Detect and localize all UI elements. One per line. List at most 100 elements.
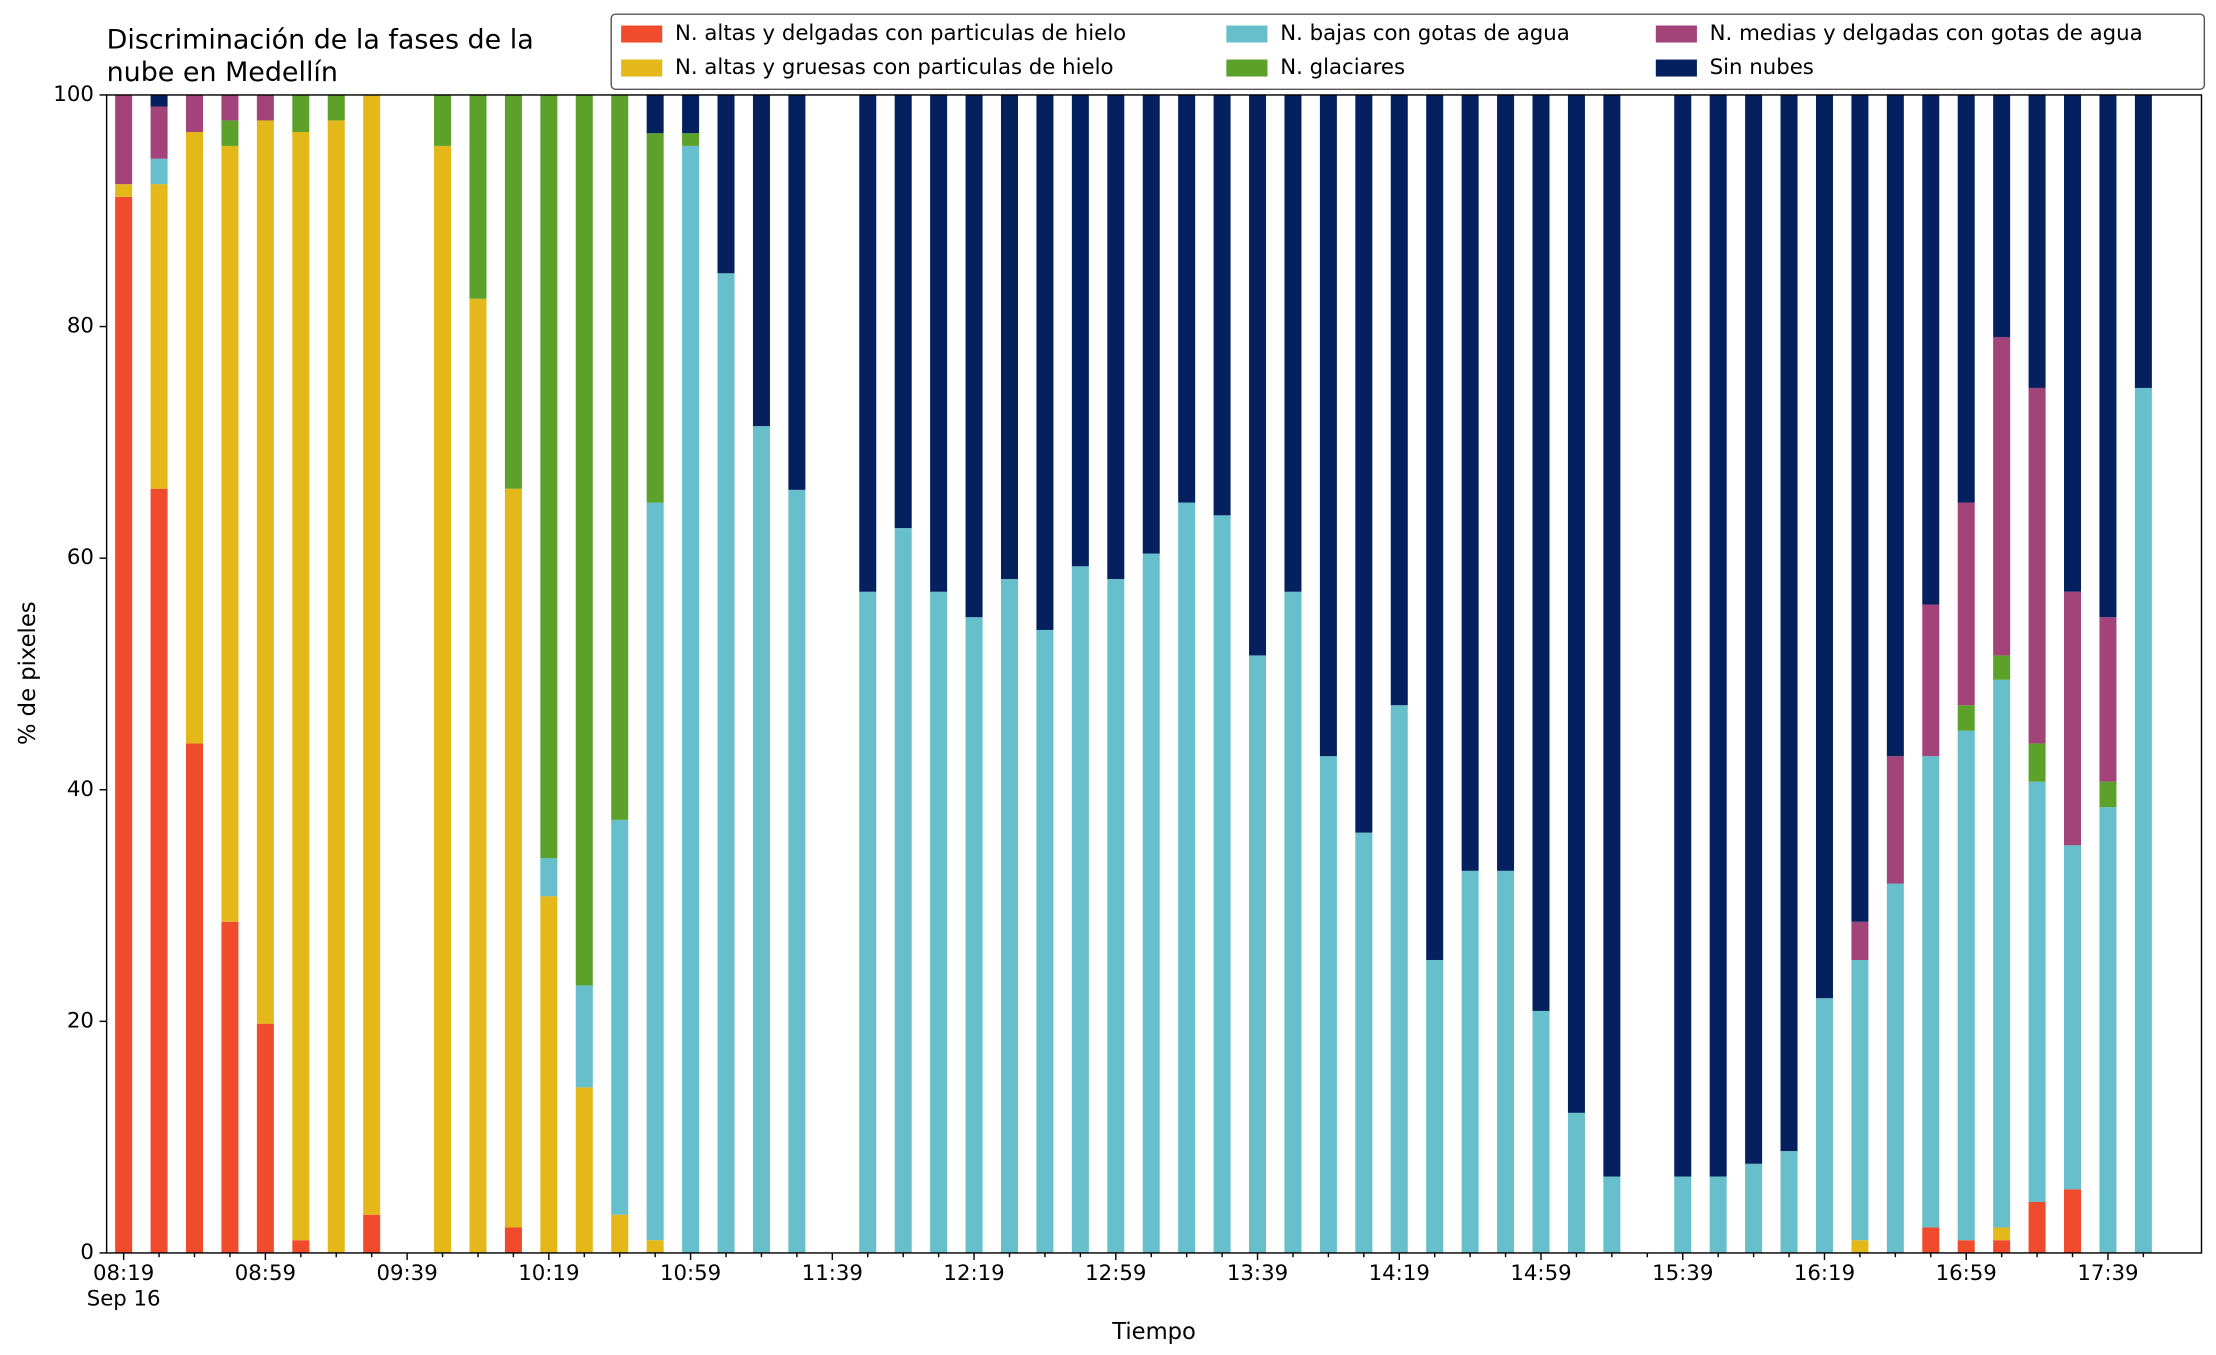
bar-segment	[1107, 94, 1125, 580]
bar-segment	[717, 94, 735, 274]
bar-segment	[186, 94, 204, 133]
x-tick-label: 12:19	[943, 1261, 1004, 1286]
bar-segment	[1497, 870, 1515, 1253]
legend-swatch	[1655, 59, 1697, 77]
bar-segment	[1107, 579, 1125, 1253]
legend-label: N. bajas con gotas de agua	[1280, 21, 1570, 46]
bar-segment	[1674, 1176, 1692, 1253]
bar-segment	[1284, 591, 1302, 1253]
y-axis-label: % de pixeles	[15, 601, 41, 745]
bar-segment	[611, 94, 629, 820]
bar-segment	[575, 985, 593, 1088]
bar-segment	[115, 94, 133, 185]
bar-segment	[292, 132, 310, 1241]
bar-segment	[221, 120, 239, 146]
bar-segment	[327, 120, 345, 1253]
legend-swatch	[621, 59, 663, 77]
bar-segment	[115, 196, 133, 1253]
bar-segment	[2028, 1201, 2046, 1253]
bar-segment	[2028, 743, 2046, 782]
bar-segment	[1178, 502, 1196, 1253]
bar-segment	[1922, 94, 1940, 605]
bar-segment	[646, 133, 664, 503]
y-tick-label: 80	[67, 314, 94, 339]
legend-label: Sin nubes	[1710, 55, 1814, 80]
bar-segment	[2064, 94, 2082, 592]
bar-segment	[1851, 1240, 1869, 1253]
bar-segment	[1567, 1112, 1585, 1253]
bar-segment	[186, 743, 204, 1253]
x-tick-label: 15:39	[1652, 1261, 1713, 1286]
legend-swatch	[1226, 59, 1268, 77]
bar-segment	[1284, 94, 1302, 592]
bar-segment	[1036, 94, 1054, 630]
bar-segment	[859, 94, 877, 592]
bar-segment	[2064, 591, 2082, 846]
y-tick-label: 40	[67, 777, 94, 802]
bar-segment	[1957, 502, 1975, 706]
bar-segment	[788, 94, 806, 490]
bar-segment	[965, 617, 983, 1253]
bar-segment	[1390, 94, 1408, 706]
chart-title: Discriminación de la fases de la	[107, 25, 534, 56]
bar-segment	[1071, 566, 1089, 1253]
y-tick-label: 0	[80, 1240, 94, 1265]
bar-segment	[186, 132, 204, 744]
bar-segment	[2028, 781, 2046, 1202]
bar-segment	[1213, 515, 1231, 1253]
bar-segment	[1213, 94, 1231, 516]
bar-segment	[2099, 807, 2117, 1253]
bar-segment	[1957, 1240, 1975, 1253]
bar-segment	[1886, 883, 1904, 1253]
bar-segment	[682, 133, 700, 146]
bar-segment	[2064, 1189, 2082, 1253]
bar-segment	[2134, 387, 2152, 1253]
bar-segment	[292, 1240, 310, 1253]
bar-segment	[504, 94, 522, 489]
y-tick-label: 100	[53, 82, 94, 107]
bar-segment	[1000, 579, 1018, 1253]
bar-segment	[256, 1023, 274, 1253]
bar-segment	[894, 528, 912, 1253]
bar-segment	[256, 120, 274, 1024]
bar-segment	[930, 94, 948, 592]
bar-segment	[1178, 94, 1196, 503]
legend-swatch	[621, 25, 663, 43]
legend-swatch	[1655, 25, 1697, 43]
bar-segment	[1071, 94, 1089, 567]
bar-segment	[2028, 387, 2046, 744]
bar-segment	[2099, 617, 2117, 782]
bar-segment	[256, 94, 274, 121]
bar-segment	[930, 591, 948, 1253]
x-tick-label: 13:39	[1227, 1261, 1288, 1286]
bar-segment	[434, 145, 452, 1253]
bar-segment	[1815, 94, 1833, 999]
legend-box	[610, 13, 2206, 91]
bar-segment	[1851, 921, 1869, 960]
bar-segment	[1993, 655, 2011, 680]
bar-segment	[540, 896, 558, 1253]
x-tick-label: 17:39	[2077, 1261, 2138, 1286]
bar-segment	[504, 488, 522, 1228]
bar-segment	[1497, 94, 1515, 871]
bar-segment	[646, 502, 664, 1241]
bar-segment	[1851, 94, 1869, 922]
bar-segment	[150, 184, 168, 489]
bar-segment	[1993, 94, 2011, 337]
bar-segment	[965, 94, 983, 618]
bar-segment	[1390, 705, 1408, 1253]
bar-segment	[115, 184, 133, 197]
bar-segment	[682, 145, 700, 1253]
x-tick-label: 14:19	[1369, 1261, 1430, 1286]
bar-segment	[292, 94, 310, 133]
bar-segment	[1674, 94, 1692, 1177]
bar-segment	[682, 94, 700, 134]
bar-segment	[221, 145, 239, 922]
bar-segment	[1709, 94, 1727, 1177]
bar-segment	[1993, 1227, 2011, 1241]
bar-segment	[469, 94, 487, 299]
bar-segment	[2099, 94, 2117, 618]
bar-segment	[788, 489, 806, 1253]
bar-segment	[717, 273, 735, 1253]
